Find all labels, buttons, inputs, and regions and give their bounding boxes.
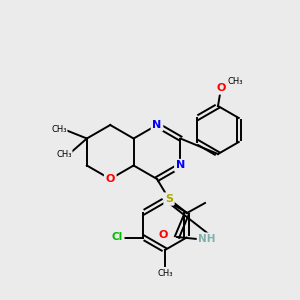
Text: O: O bbox=[106, 174, 115, 184]
Text: N: N bbox=[152, 120, 162, 130]
Text: NH: NH bbox=[198, 234, 216, 244]
Text: CH₃: CH₃ bbox=[157, 269, 173, 278]
Text: CH₃: CH₃ bbox=[51, 125, 67, 134]
Text: O: O bbox=[158, 230, 168, 240]
Text: O: O bbox=[216, 83, 226, 93]
Text: CH₃: CH₃ bbox=[227, 76, 243, 85]
Text: N: N bbox=[176, 160, 185, 170]
Text: S: S bbox=[165, 194, 173, 204]
Text: Cl: Cl bbox=[112, 232, 123, 242]
Text: CH₃: CH₃ bbox=[56, 150, 72, 159]
